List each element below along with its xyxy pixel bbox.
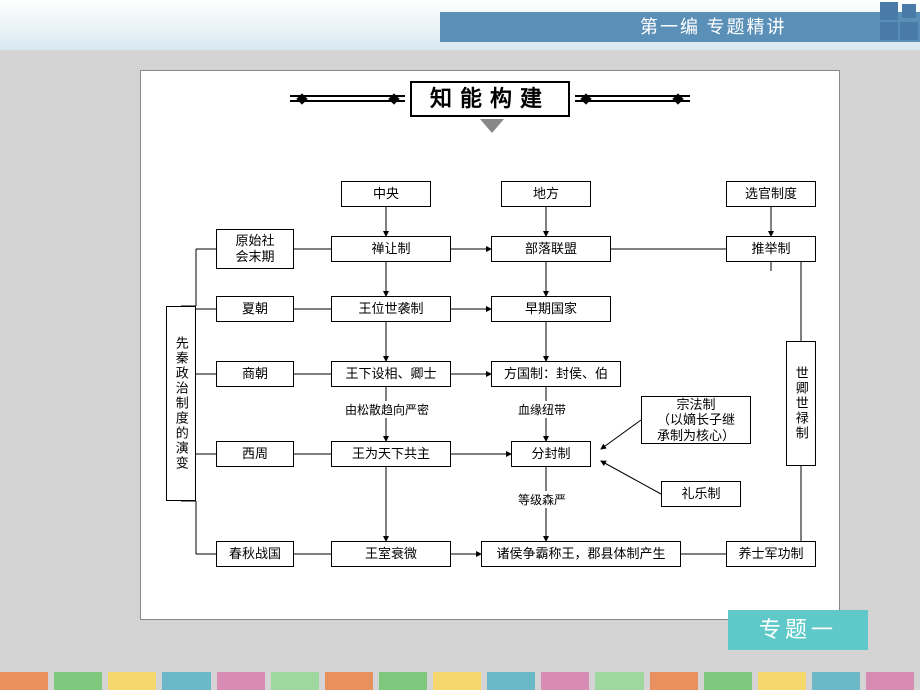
- rb: 世卿世禄制: [786, 341, 816, 466]
- diagram-title: 知能构建: [410, 81, 570, 117]
- header-bar: 第一编 专题精讲: [440, 12, 920, 42]
- title-ornament: 知能构建: [290, 81, 690, 151]
- p-zhou: 西周: [216, 441, 294, 467]
- r-liyue: 礼乐制: [661, 481, 741, 507]
- h-select: 选官制度: [726, 181, 816, 207]
- lab3: 等级森严: [516, 491, 568, 508]
- diagram-container: 知能构建: [140, 70, 840, 620]
- h-central: 中央: [341, 181, 431, 207]
- l-buluo: 部落联盟: [491, 236, 611, 262]
- c-wangwei2: 王为天下共主: [331, 441, 451, 467]
- c-shuaiwei: 王室衰微: [331, 541, 451, 567]
- top-banner: 第一编 专题精讲: [0, 0, 920, 50]
- r-tuiju: 推举制: [726, 236, 816, 262]
- bottom-stripe: [0, 672, 920, 690]
- p-shang: 商朝: [216, 361, 294, 387]
- c-wangwei: 王位世袭制: [331, 296, 451, 322]
- l-fenfeng: 分封制: [511, 441, 591, 467]
- topic-button[interactable]: 专题一: [728, 610, 868, 650]
- lb: 先秦政治制度的演变: [166, 306, 196, 501]
- c-shanrang: 禅让制: [331, 236, 451, 262]
- p-xia: 夏朝: [216, 296, 294, 322]
- l-zhuhou: 诸侯争霸称王，郡县体制产生: [481, 541, 681, 567]
- h-local: 地方: [501, 181, 591, 207]
- p-spring: 春秋战国: [216, 541, 294, 567]
- r-zongfa: 宗法制（以嫡长子继承制为核心）: [641, 396, 751, 444]
- p-primitive: 原始社会末期: [216, 229, 294, 269]
- corner-logo: [865, 0, 920, 50]
- r-yangshi: 养士军功制: [726, 541, 816, 567]
- c-wangxia: 王下设相、卿士: [331, 361, 451, 387]
- l-fangguo: 方国制：封侯、伯: [491, 361, 621, 387]
- lab2: 血缘纽带: [516, 401, 568, 418]
- l-zaoqi: 早期国家: [491, 296, 611, 322]
- slide-area: 知能构建: [0, 50, 920, 690]
- lab1: 由松散趋向严密: [343, 401, 431, 418]
- connector-lines: [141, 71, 841, 621]
